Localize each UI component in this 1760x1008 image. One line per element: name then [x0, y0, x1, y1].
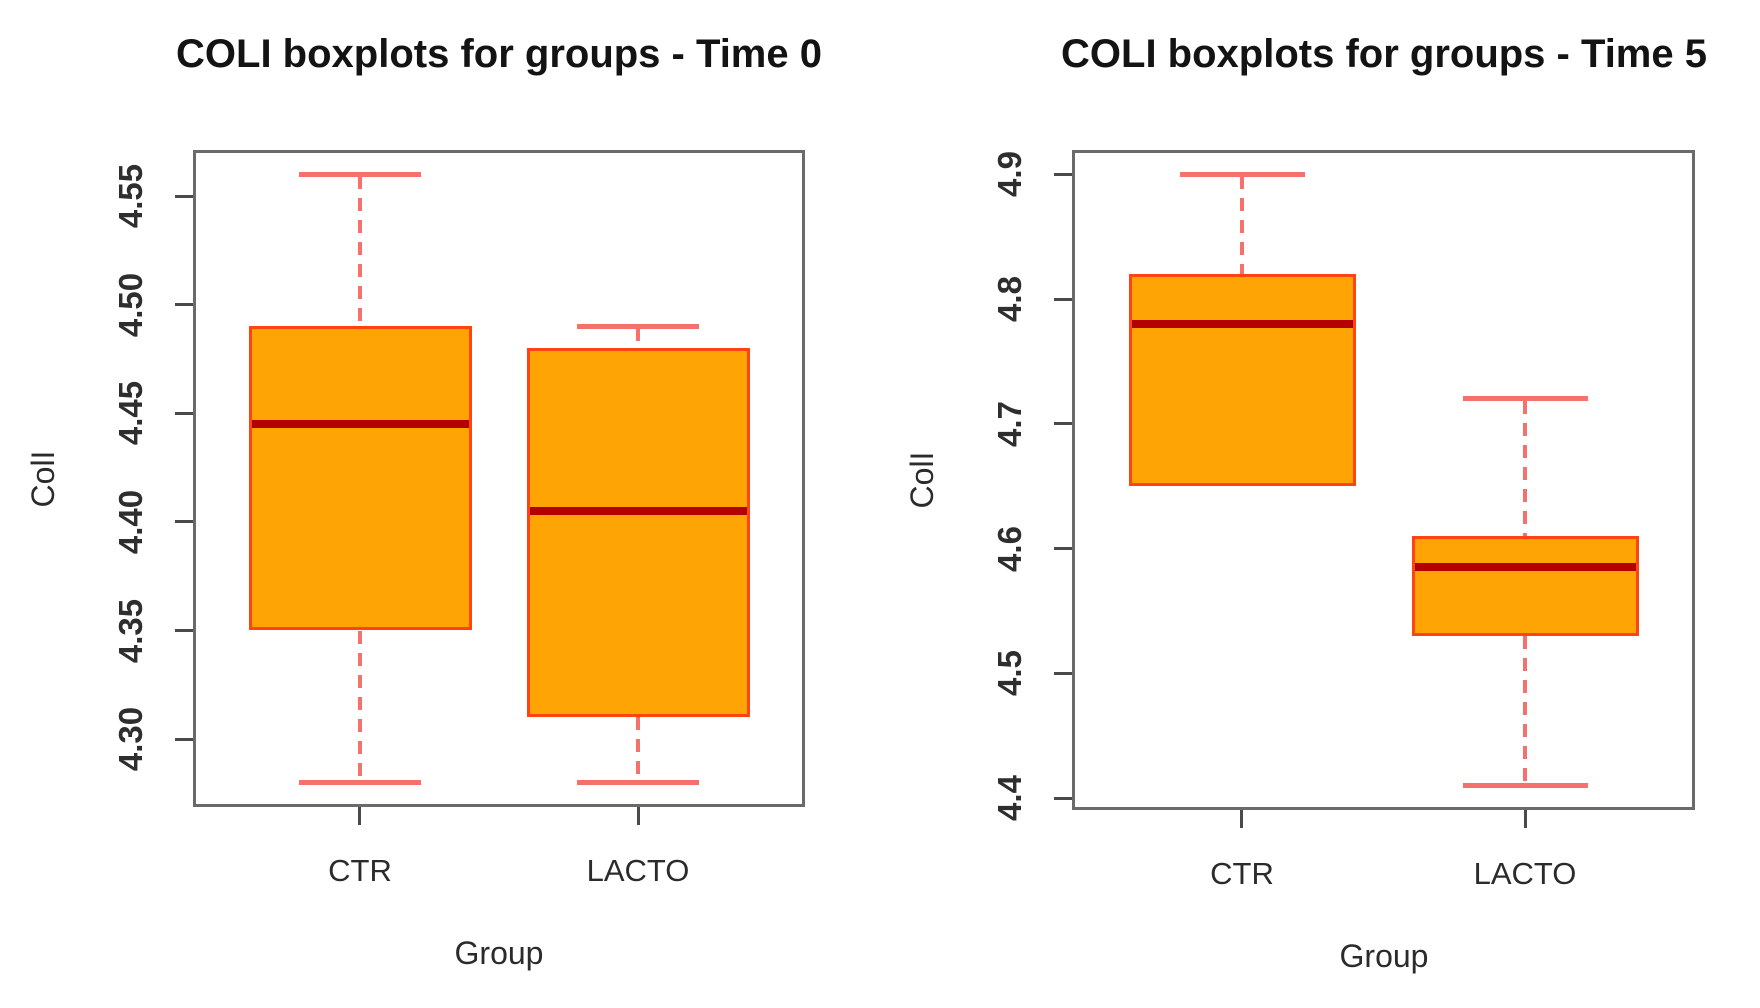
y-tick-mark: [175, 303, 193, 306]
lower-whisker-lacto: [1523, 636, 1527, 784]
y-tick-mark: [1054, 547, 1072, 550]
upper-whisker-cap-lacto: [1463, 396, 1588, 401]
x-tick-label-lacto: LACTO: [1473, 856, 1577, 891]
boxplot-box-lacto: [527, 348, 750, 717]
y-tick-label: 4.8: [991, 276, 1028, 322]
boxplot-box-ctr: [249, 326, 472, 630]
chart-title: COLI boxplots for groups - Time 0: [176, 32, 822, 76]
y-tick-mark: [175, 195, 193, 198]
median-line-lacto: [1415, 563, 1636, 571]
upper-whisker-lacto: [636, 328, 640, 348]
y-axis-label: ColI: [904, 451, 940, 509]
median-line-lacto: [530, 507, 747, 515]
x-tick-mark: [1524, 810, 1527, 828]
median-line-ctr: [1132, 320, 1353, 328]
lower-whisker-cap-lacto: [577, 780, 699, 785]
y-tick-label: 4.5: [991, 650, 1028, 696]
lower-whisker-ctr: [358, 631, 362, 781]
y-tick-mark: [1054, 797, 1072, 800]
boxplot-panel-time5: COLI boxplots for groups - Time 5 ColI G…: [880, 0, 1760, 1008]
y-tick-label: 4.55: [112, 163, 149, 229]
y-tick-label: 4.6: [991, 526, 1028, 572]
x-tick-label-lacto: LACTO: [586, 853, 690, 888]
y-tick-mark: [1054, 173, 1072, 176]
median-line-ctr: [252, 420, 469, 428]
lower-whisker-cap-ctr: [299, 780, 421, 785]
upper-whisker-cap-ctr: [299, 172, 421, 177]
boxplot-box-lacto: [1412, 536, 1639, 636]
upper-whisker-cap-ctr: [1180, 172, 1305, 177]
x-axis-label: Group: [454, 935, 544, 971]
upper-whisker-cap-lacto: [577, 324, 699, 329]
upper-whisker-ctr: [1240, 176, 1244, 274]
y-axis-label: ColI: [25, 450, 61, 508]
y-tick-mark: [1054, 672, 1072, 675]
upper-whisker-ctr: [358, 176, 362, 326]
y-tick-label: 4.9: [991, 151, 1028, 197]
x-tick-mark: [1240, 810, 1243, 828]
y-tick-label: 4.7: [991, 401, 1028, 447]
boxplot-box-ctr: [1129, 274, 1356, 486]
chart-title: COLI boxplots for groups - Time 5: [1061, 32, 1707, 76]
x-tick-label-ctr: CTR: [1210, 856, 1274, 891]
boxplot-panel-time0: COLI boxplots for groups - Time 0 ColI G…: [25, 32, 822, 971]
y-tick-mark: [175, 412, 193, 415]
y-tick-label: 4.4: [991, 775, 1028, 821]
y-tick-mark: [1054, 298, 1072, 301]
x-tick-label-ctr: CTR: [328, 853, 392, 888]
x-tick-mark: [358, 807, 361, 825]
y-tick-mark: [175, 629, 193, 632]
y-tick-mark: [175, 520, 193, 523]
lower-whisker-lacto: [636, 717, 640, 780]
y-tick-mark: [175, 738, 193, 741]
y-tick-mark: [1054, 422, 1072, 425]
upper-whisker-lacto: [1523, 401, 1527, 536]
x-axis-label: Group: [1339, 938, 1429, 974]
x-tick-mark: [637, 807, 640, 825]
lower-whisker-cap-lacto: [1463, 783, 1588, 788]
